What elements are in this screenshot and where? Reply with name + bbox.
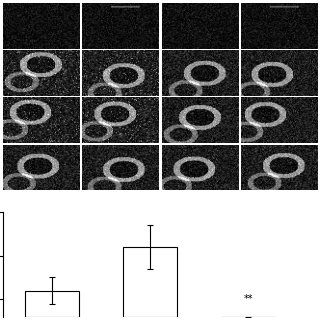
Text: **: ** (244, 294, 253, 304)
Bar (221, 317, 275, 320)
Bar (25, 291, 79, 317)
Bar (123, 247, 177, 317)
